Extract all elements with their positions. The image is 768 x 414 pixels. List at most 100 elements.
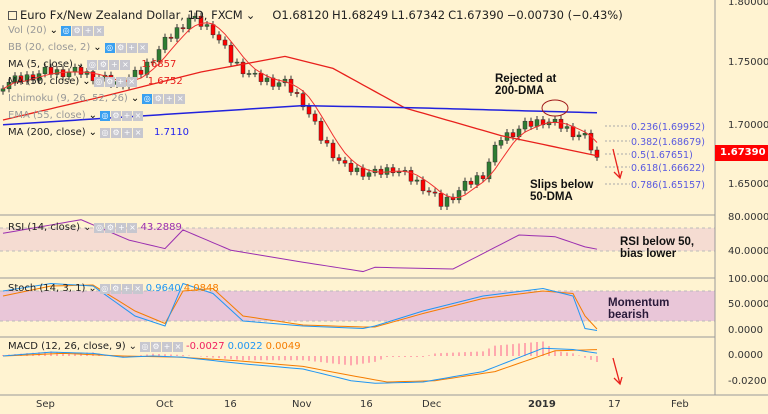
macd-tick: -0.0200: [728, 376, 767, 387]
indicator-name: EMA (55, close): [8, 110, 86, 121]
price-tick: 1.80000: [728, 0, 768, 8]
candle-up: [246, 73, 252, 75]
indicator-buttons[interactable]: ◎ ⚙ + ×: [61, 25, 105, 36]
candle-up: [264, 77, 270, 82]
annotation-slips: Slips below 50-DMA: [530, 179, 594, 203]
fib-lines: [605, 125, 630, 185]
chevron-down-icon[interactable]: ⌄: [245, 8, 256, 22]
candle-down: [432, 191, 438, 194]
settings-icon: ⚙: [104, 76, 115, 87]
candle-down: [336, 157, 342, 161]
candle-down: [480, 175, 486, 180]
chevron-down-icon[interactable]: ⌄: [75, 59, 85, 70]
candle-down: [90, 71, 96, 82]
candle-up: [354, 167, 360, 172]
indicator-legend[interactable]: MA (50, close) ⌄ ◎ ⚙ + × 1.6752: [8, 76, 183, 87]
candle-down: [360, 167, 366, 177]
candle-down: [180, 27, 186, 30]
more-icon: +: [164, 93, 175, 104]
candle-up: [492, 144, 498, 163]
settings-icon: ⚙: [115, 42, 126, 53]
chevron-down-icon[interactable]: ⌄: [88, 127, 98, 138]
remove-icon: ×: [133, 127, 144, 138]
chevron-down-icon[interactable]: ⌄: [82, 76, 91, 87]
indicator-legend[interactable]: MA (200, close) ⌄ ◎ ⚙ + × 1.7110: [8, 127, 189, 138]
rsi-legend[interactable]: RSI (14, close) ⌄ ◎ ⚙ + × 43.2889: [8, 222, 182, 233]
settings-icon: ⚙: [153, 93, 164, 104]
time-tick: 16: [224, 399, 237, 410]
indicator-legend[interactable]: Vol (20) ⌄ ◎ ⚙ + ×: [8, 25, 115, 36]
candle-up: [576, 134, 582, 138]
ma5-line: [2, 22, 598, 199]
indicator-name: MA (200, close): [8, 127, 86, 138]
indicator-name: Ichimoku (9, 26, 52, 26): [8, 93, 128, 104]
stoch-legend[interactable]: Stoch (14, 3, 1) ⌄ ◎ ⚙ + × 0.9640 4.0848: [8, 283, 219, 294]
stoch-band: [0, 291, 715, 321]
candle-down: [588, 132, 594, 151]
indicator-buttons[interactable]: ◎ ⚙ + ×: [87, 59, 131, 70]
more-icon: +: [122, 127, 133, 138]
indicator-legend[interactable]: BB (20, close, 2) ⌄ ◎ ⚙ + ×: [8, 42, 159, 53]
indicator-name: MA (50, close): [8, 76, 80, 87]
macd-legend[interactable]: MACD (12, 26, close, 9) ⌄ ◎ ⚙ + × -0.0027 0.002…: [8, 341, 301, 352]
candle-down: [450, 196, 456, 201]
candle-up: [156, 49, 162, 63]
candle-up: [192, 15, 198, 19]
candle-up: [582, 132, 588, 136]
visibility-icon: ◎: [61, 25, 72, 36]
rsi-tick: 80.0000: [728, 212, 768, 223]
candle-up: [456, 190, 462, 201]
visibility-icon: ◎: [100, 110, 110, 121]
fib-level: 0.786(1.65157): [631, 180, 705, 191]
candle-down: [306, 106, 312, 115]
candle-down: [426, 190, 432, 193]
settings-icon: ⚙: [111, 110, 121, 121]
open-value: O1.68120: [272, 8, 329, 22]
candle-down: [594, 149, 600, 158]
indicator-buttons[interactable]: ◎ ⚙ + ×: [142, 93, 186, 104]
chevron-down-icon[interactable]: ⌄: [93, 42, 102, 53]
chevron-down-icon[interactable]: ⌄: [88, 110, 97, 121]
indicator-legend[interactable]: EMA (55, close) ⌄ ◎ ⚙ + ×: [8, 110, 154, 121]
indicator-buttons[interactable]: ◎ ⚙ + ×: [100, 127, 144, 138]
price-tick: 1.65000: [728, 179, 768, 190]
time-tick: 16: [360, 399, 373, 410]
more-icon: +: [115, 76, 126, 87]
candle-down: [222, 39, 228, 46]
candle-down: [312, 113, 318, 122]
candle-up: [42, 66, 48, 74]
visibility-icon: ◎: [93, 76, 104, 87]
candle-down: [468, 180, 474, 185]
candle-up: [414, 179, 420, 182]
indicator-legend[interactable]: Ichimoku (9, 26, 52, 26) ⌄ ◎ ⚙ + ×: [8, 93, 196, 104]
chevron-down-icon[interactable]: ⌄: [49, 25, 59, 36]
chart-header: Euro Fx/New Zealand Dollar, 1D, FXCM ⌄ O1…: [8, 8, 623, 22]
fib-level: 0.382(1.68679): [631, 137, 705, 148]
time-tick: Oct: [156, 399, 174, 410]
symbol-title[interactable]: Euro Fx/New Zealand Dollar, 1D, FXCM: [20, 8, 243, 22]
candle-down: [258, 72, 264, 82]
remove-icon: ×: [137, 42, 148, 53]
candle-up: [54, 69, 60, 75]
chevron-down-icon[interactable]: ⌄: [130, 93, 140, 104]
indicator-buttons[interactable]: ◎ ⚙ + ×: [100, 110, 143, 121]
time-tick: Sep: [36, 399, 55, 410]
more-icon: +: [83, 25, 94, 36]
time-tick: 2019: [528, 399, 556, 410]
candle-up: [150, 61, 156, 64]
settings-icon: ⚙: [111, 127, 122, 138]
collapse-icon[interactable]: [8, 10, 17, 20]
candle-up: [234, 61, 240, 64]
candle-down: [18, 75, 24, 82]
indicator-buttons[interactable]: ◎ ⚙ + ×: [93, 76, 137, 87]
remove-icon: ×: [133, 110, 143, 121]
candle-down: [570, 126, 576, 138]
time-tick: Dec: [422, 399, 442, 410]
rejection-circle: [541, 99, 569, 117]
indicator-buttons[interactable]: ◎ ⚙ + ×: [104, 42, 148, 53]
candle-down: [438, 192, 444, 207]
candle-down: [330, 142, 336, 159]
indicator-legend[interactable]: MA (5, close) ⌄ ◎ ⚙ + × 1.6857: [8, 59, 176, 70]
indicator-name: BB (20, close, 2): [8, 42, 91, 53]
